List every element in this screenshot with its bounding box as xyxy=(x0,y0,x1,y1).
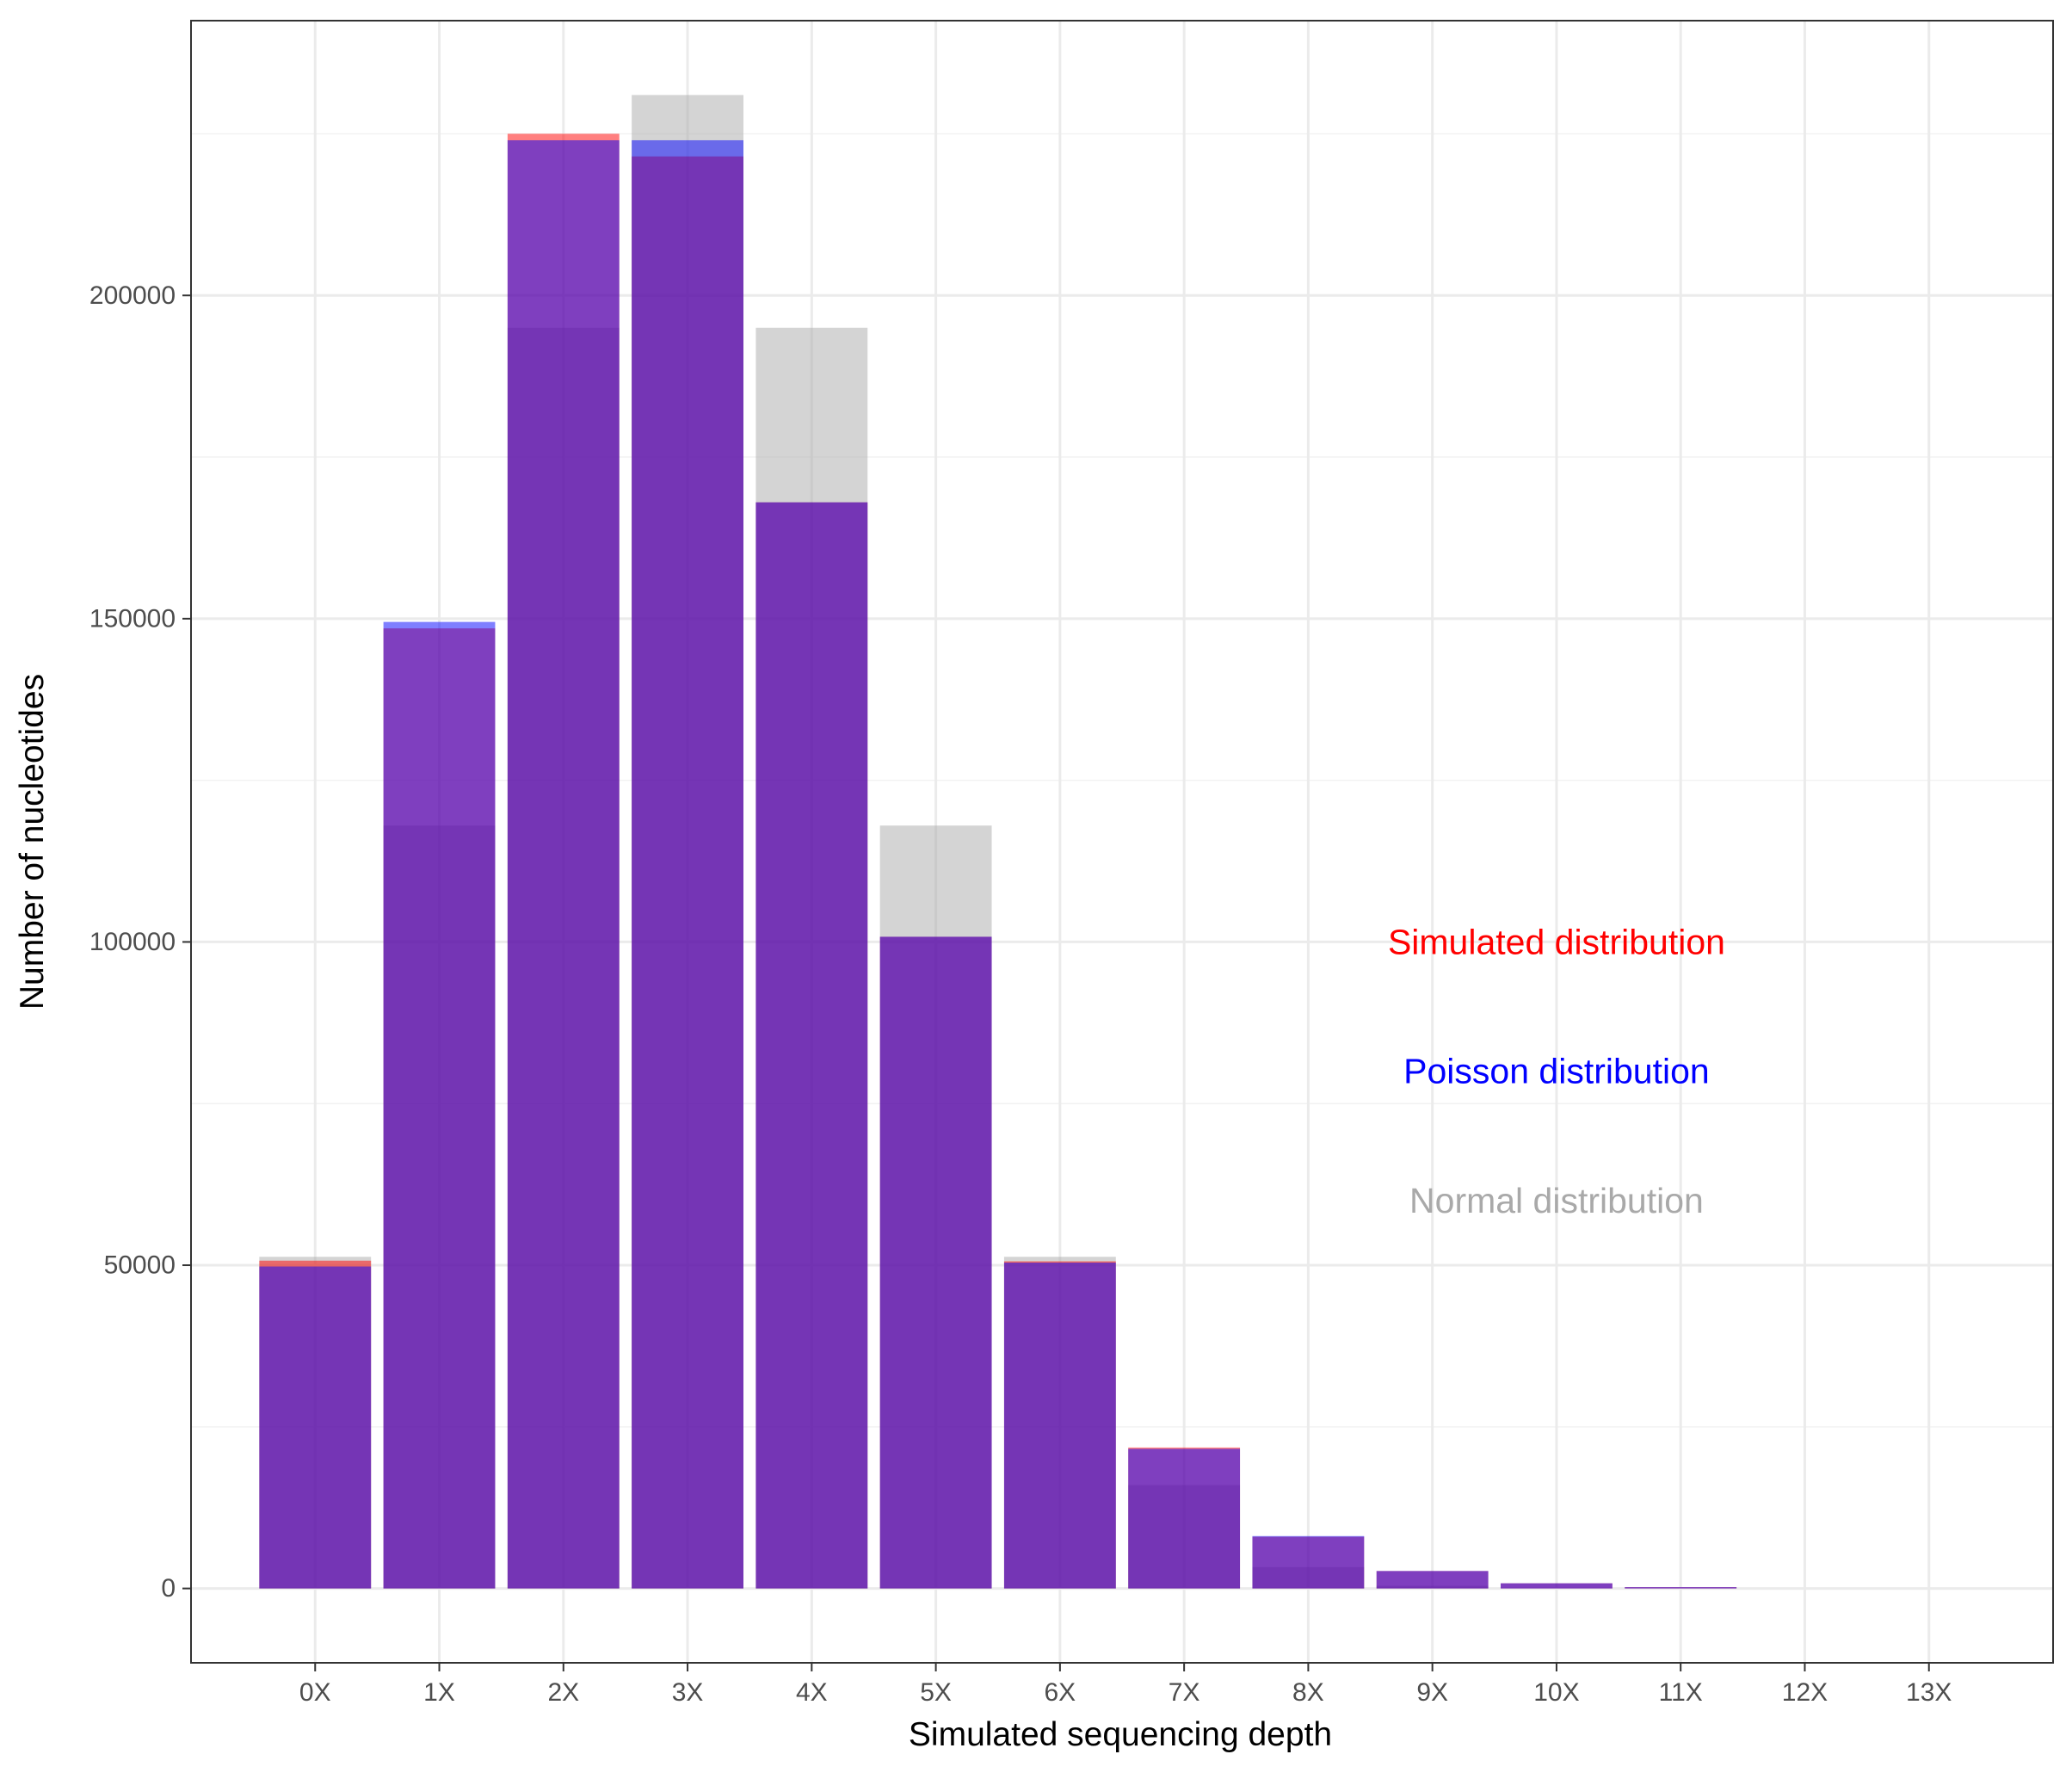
x-tick-label: 0X xyxy=(299,1678,331,1707)
bar-poisson-distribution-0x xyxy=(259,1266,372,1589)
bar-poisson-distribution-9x xyxy=(1376,1571,1489,1589)
y-tick-label: 100000 xyxy=(89,928,176,956)
y-tick-label: 150000 xyxy=(89,604,176,633)
bar-poisson-distribution-6x xyxy=(1003,1263,1116,1589)
bar-poisson-distribution-8x xyxy=(1252,1535,1365,1589)
x-tick-label: 8X xyxy=(1292,1678,1324,1707)
bar-poisson-distribution-10x xyxy=(1501,1583,1613,1589)
bar-poisson-distribution-11x xyxy=(1625,1587,1737,1589)
x-tick-label: 10X xyxy=(1533,1678,1579,1707)
x-tick-label: 1X xyxy=(423,1678,455,1707)
y-axis-title: Number of nucleotides xyxy=(14,674,51,1010)
y-tick-label: 200000 xyxy=(89,281,176,310)
bar-poisson-distribution-7x xyxy=(1128,1449,1241,1589)
x-tick-label: 11X xyxy=(1659,1678,1703,1707)
x-tick-label: 6X xyxy=(1045,1678,1076,1707)
bar-poisson-distribution-1x xyxy=(383,621,496,1589)
bar-poisson-distribution-3x xyxy=(632,139,743,1589)
legend-label-poisson-distribution: Poisson distribution xyxy=(1403,1052,1710,1091)
bar-poisson-distribution-4x xyxy=(755,502,868,1589)
y-tick-label: 50000 xyxy=(104,1251,176,1280)
plot-area: Simulated distribution Poisson distributi… xyxy=(89,20,2054,1707)
x-tick-label: 2X xyxy=(547,1678,579,1707)
x-tick-label: 5X xyxy=(920,1678,952,1707)
legend-label-simulated-distribution: Simulated distribution xyxy=(1388,922,1725,961)
x-tick-label: 13X xyxy=(1906,1678,1952,1707)
x-tick-label: 7X xyxy=(1169,1678,1200,1707)
legend-label-normal-distribution: Normal distribution xyxy=(1409,1181,1704,1220)
x-tick-label: 3X xyxy=(672,1678,704,1707)
panel-border xyxy=(190,20,2054,1664)
x-tick-label: 4X xyxy=(796,1678,828,1707)
y-tick-label: 0 xyxy=(161,1574,176,1603)
x-axis-title: Simulated sequencing depth xyxy=(909,1716,1332,1753)
bar-poisson-distribution-2x xyxy=(507,139,620,1589)
bar-poisson-distribution-5x xyxy=(879,936,992,1589)
x-tick-label: 9X xyxy=(1416,1678,1448,1707)
x-tick-label: 12X xyxy=(1782,1678,1828,1707)
